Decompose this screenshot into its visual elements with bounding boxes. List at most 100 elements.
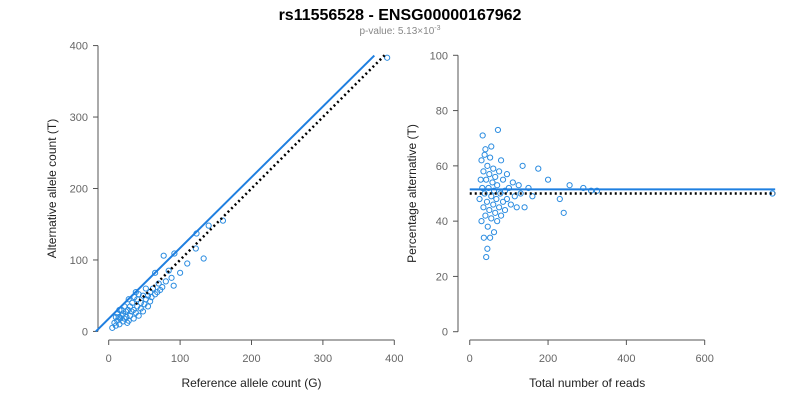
- point: [487, 234, 494, 241]
- point: [513, 204, 520, 211]
- point: [480, 204, 487, 211]
- point: [144, 303, 152, 310]
- y-tick-label: 400: [70, 41, 88, 53]
- reference-line: [134, 53, 387, 306]
- point: [497, 157, 505, 164]
- point: [525, 184, 532, 192]
- point: [515, 182, 522, 189]
- y-tick-label: 80: [436, 106, 448, 118]
- y-tick-label: 0: [82, 326, 88, 338]
- point: [490, 187, 498, 194]
- point: [200, 255, 207, 262]
- point: [479, 184, 486, 192]
- point: [142, 285, 149, 292]
- point: [497, 212, 505, 219]
- point: [521, 204, 528, 211]
- x-tick-label: 200: [242, 353, 260, 365]
- point: [165, 267, 172, 274]
- point: [139, 308, 147, 315]
- point: [112, 314, 119, 321]
- point: [556, 195, 563, 203]
- point: [487, 154, 494, 161]
- x-tick-label: 400: [385, 353, 403, 365]
- point: [509, 179, 516, 186]
- point: [125, 296, 132, 303]
- point: [485, 184, 492, 192]
- point: [566, 182, 573, 189]
- x-tick-label: 600: [696, 353, 714, 365]
- point: [484, 223, 491, 230]
- x-tick-label: 400: [617, 353, 635, 365]
- point: [484, 245, 491, 252]
- x-tick-label: 100: [171, 353, 189, 365]
- y-axis-title: Alternative allele count (T): [45, 119, 59, 258]
- point: [488, 143, 495, 150]
- point: [593, 187, 601, 194]
- point: [480, 234, 487, 241]
- point: [483, 176, 490, 183]
- y-tick-label: 100: [70, 255, 88, 267]
- point: [478, 157, 485, 164]
- point: [384, 54, 391, 61]
- point: [155, 280, 162, 287]
- x-tick-label: 300: [314, 353, 332, 365]
- point: [560, 209, 567, 216]
- point: [130, 315, 137, 322]
- point: [168, 274, 175, 281]
- point: [478, 218, 485, 225]
- y-tick-label: 200: [70, 184, 88, 196]
- point: [484, 162, 491, 169]
- point: [488, 215, 495, 222]
- x-axis-title: Total number of reads: [529, 376, 645, 390]
- point: [147, 298, 154, 305]
- point: [129, 299, 136, 306]
- point: [135, 312, 142, 319]
- point: [477, 176, 484, 183]
- y-tick-label: 20: [436, 271, 448, 283]
- point: [517, 190, 524, 197]
- y-tick-label: 40: [436, 216, 448, 228]
- point: [219, 217, 227, 224]
- point: [505, 184, 513, 192]
- x-axis-title: Reference allele count (G): [181, 376, 321, 390]
- point: [483, 198, 491, 205]
- point: [184, 260, 191, 267]
- point: [159, 284, 166, 291]
- y-axis-title: Percentage alternative (T): [405, 124, 419, 263]
- point: [494, 126, 502, 134]
- point: [125, 317, 132, 324]
- point: [490, 165, 497, 172]
- chart-title: rs11556528 - ENSG00000167962: [279, 7, 522, 24]
- point: [580, 184, 587, 192]
- subtitle-text: p-value: 5.13×10: [359, 26, 434, 37]
- point: [177, 269, 184, 276]
- point: [492, 173, 499, 181]
- point: [132, 289, 139, 296]
- y-tick-label: 60: [436, 161, 448, 173]
- point: [162, 278, 169, 285]
- point: [493, 195, 500, 203]
- subtitle: p-value: 5.13×10-3: [359, 25, 440, 37]
- point: [497, 190, 504, 197]
- point: [160, 252, 167, 259]
- y-tick-label: 0: [442, 327, 448, 339]
- point: [490, 229, 498, 236]
- point: [544, 176, 552, 183]
- point: [490, 201, 497, 208]
- point: [192, 245, 199, 252]
- point: [535, 165, 542, 172]
- point: [501, 206, 509, 214]
- point: [152, 269, 159, 276]
- point: [489, 179, 496, 186]
- point: [170, 282, 177, 289]
- x-tick-label: 200: [539, 353, 557, 365]
- point: [494, 182, 501, 189]
- point: [494, 218, 501, 225]
- point: [480, 168, 487, 175]
- point: [496, 204, 503, 211]
- point: [486, 171, 493, 178]
- point: [171, 250, 178, 257]
- point: [529, 193, 536, 200]
